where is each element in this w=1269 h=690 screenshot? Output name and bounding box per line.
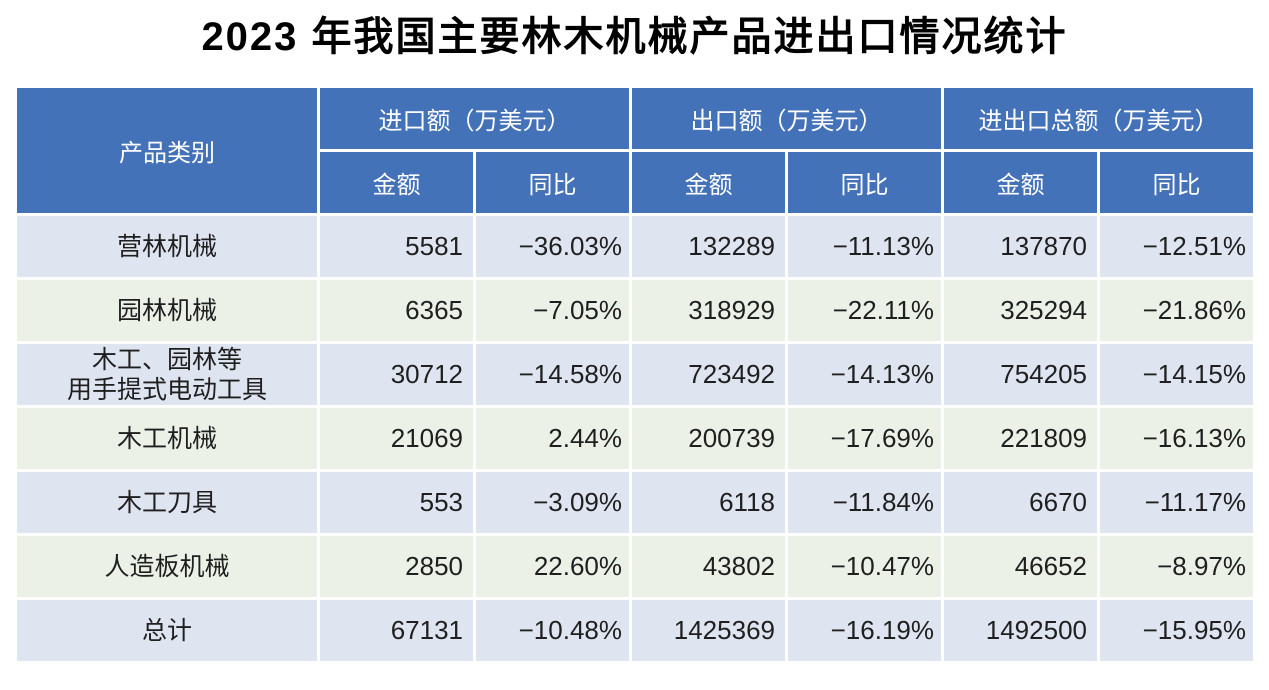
table-header: 产品类别 进口额（万美元） 出口额（万美元） 进出口总额（万美元） 金额 同比 … [17, 88, 1253, 213]
cell-product: 总计 [17, 600, 317, 661]
subheader-total-yoy: 同比 [1100, 152, 1253, 213]
cell-import-yoy: 22.60% [476, 536, 629, 597]
cell-import-amount: 67131 [320, 600, 473, 661]
subheader-total-amount: 金额 [944, 152, 1097, 213]
table-row: 营林机械 5581 −36.03% 132289 −11.13% 137870 … [17, 216, 1253, 277]
header-total-group: 进出口总额（万美元） [944, 88, 1253, 149]
cell-product: 木工机械 [17, 408, 317, 469]
cell-total-yoy: −12.51% [1100, 216, 1253, 277]
subheader-import-amount: 金额 [320, 152, 473, 213]
subheader-export-amount: 金额 [632, 152, 785, 213]
header-row-groups: 产品类别 进口额（万美元） 出口额（万美元） 进出口总额（万美元） [17, 88, 1253, 213]
import-export-table: 产品类别 进口额（万美元） 出口额（万美元） 进出口总额（万美元） 金额 同比 … [14, 85, 1256, 664]
cell-total-amount: 325294 [944, 280, 1097, 341]
cell-export-yoy: −10.47% [788, 536, 941, 597]
table-row-total: 总计 67131 −10.48% 1425369 −16.19% 1492500… [17, 600, 1253, 661]
cell-export-yoy: −22.11% [788, 280, 941, 341]
cell-import-yoy: −36.03% [476, 216, 629, 277]
header-product-category: 产品类别 [17, 88, 317, 213]
cell-total-yoy: −11.17% [1100, 472, 1253, 533]
cell-import-amount: 21069 [320, 408, 473, 469]
page-title: 2023 年我国主要林木机械产品进出口情况统计 [201, 15, 1068, 59]
cell-export-amount: 200739 [632, 408, 785, 469]
subheader-export-yoy: 同比 [788, 152, 941, 213]
cell-total-amount: 137870 [944, 216, 1097, 277]
cell-export-amount: 43802 [632, 536, 785, 597]
cell-export-amount: 6118 [632, 472, 785, 533]
cell-total-yoy: −21.86% [1100, 280, 1253, 341]
cell-total-yoy: −15.95% [1100, 600, 1253, 661]
header-row-subheaders: 金额 同比 金额 同比 金额 同比 [17, 152, 1253, 213]
cell-export-amount: 723492 [632, 344, 785, 405]
cell-product: 木工刀具 [17, 472, 317, 533]
cell-total-amount: 221809 [944, 408, 1097, 469]
cell-import-yoy: 2.44% [476, 408, 629, 469]
cell-product: 营林机械 [17, 216, 317, 277]
cell-import-yoy: −3.09% [476, 472, 629, 533]
cell-import-amount: 2850 [320, 536, 473, 597]
cell-import-amount: 30712 [320, 344, 473, 405]
table-row: 木工机械 21069 2.44% 200739 −17.69% 221809 −… [17, 408, 1253, 469]
cell-export-amount: 318929 [632, 280, 785, 341]
cell-import-yoy: −14.58% [476, 344, 629, 405]
cell-product: 园林机械 [17, 280, 317, 341]
cell-product: 木工、园林等 用手提式电动工具 [17, 344, 317, 405]
subheader-import-yoy: 同比 [476, 152, 629, 213]
cell-export-yoy: −11.13% [788, 216, 941, 277]
table-body: 营林机械 5581 −36.03% 132289 −11.13% 137870 … [17, 216, 1253, 661]
cell-total-yoy: −8.97% [1100, 536, 1253, 597]
cell-import-yoy: −10.48% [476, 600, 629, 661]
cell-export-amount: 132289 [632, 216, 785, 277]
cell-export-yoy: −11.84% [788, 472, 941, 533]
header-import-group: 进口额（万美元） [320, 88, 629, 149]
cell-total-yoy: −16.13% [1100, 408, 1253, 469]
table-row: 园林机械 6365 −7.05% 318929 −22.11% 325294 −… [17, 280, 1253, 341]
cell-import-amount: 553 [320, 472, 473, 533]
cell-total-amount: 46652 [944, 536, 1097, 597]
header-export-group: 出口额（万美元） [632, 88, 941, 149]
cell-export-yoy: −17.69% [788, 408, 941, 469]
table-row: 人造板机械 2850 22.60% 43802 −10.47% 46652 −8… [17, 536, 1253, 597]
cell-export-amount: 1425369 [632, 600, 785, 661]
cell-import-amount: 5581 [320, 216, 473, 277]
cell-product: 人造板机械 [17, 536, 317, 597]
cell-total-yoy: −14.15% [1100, 344, 1253, 405]
cell-export-yoy: −14.13% [788, 344, 941, 405]
cell-export-yoy: −16.19% [788, 600, 941, 661]
cell-total-amount: 1492500 [944, 600, 1097, 661]
cell-total-amount: 754205 [944, 344, 1097, 405]
table-row: 木工刀具 553 −3.09% 6118 −11.84% 6670 −11.17… [17, 472, 1253, 533]
cell-total-amount: 6670 [944, 472, 1097, 533]
cell-import-yoy: −7.05% [476, 280, 629, 341]
cell-import-amount: 6365 [320, 280, 473, 341]
table-row: 木工、园林等 用手提式电动工具 30712 −14.58% 723492 −14… [17, 344, 1253, 405]
